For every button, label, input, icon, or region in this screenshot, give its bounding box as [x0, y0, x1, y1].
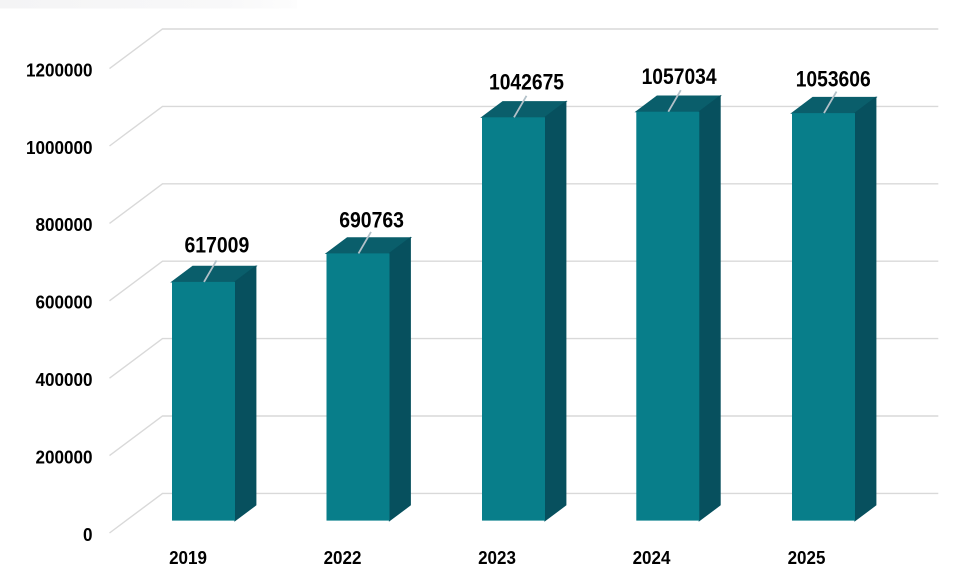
svg-text:1200000: 1200000	[26, 59, 93, 80]
svg-text:1057034: 1057034	[642, 64, 718, 89]
svg-text:1000000: 1000000	[26, 137, 93, 158]
svg-text:600000: 600000	[36, 292, 93, 313]
svg-text:1053606: 1053606	[796, 66, 871, 91]
svg-text:2024: 2024	[633, 547, 671, 568]
svg-text:0: 0	[83, 524, 93, 545]
svg-text:400000: 400000	[36, 369, 93, 390]
svg-text:2025: 2025	[788, 547, 826, 568]
svg-text:800000: 800000	[36, 214, 93, 235]
svg-text:2022: 2022	[324, 547, 362, 568]
svg-text:2019: 2019	[169, 547, 207, 568]
svg-text:690763: 690763	[339, 208, 404, 233]
svg-text:617009: 617009	[184, 232, 249, 257]
svg-text:200000: 200000	[36, 446, 93, 467]
svg-text:2023: 2023	[478, 547, 516, 568]
svg-text:1042675: 1042675	[489, 70, 564, 95]
